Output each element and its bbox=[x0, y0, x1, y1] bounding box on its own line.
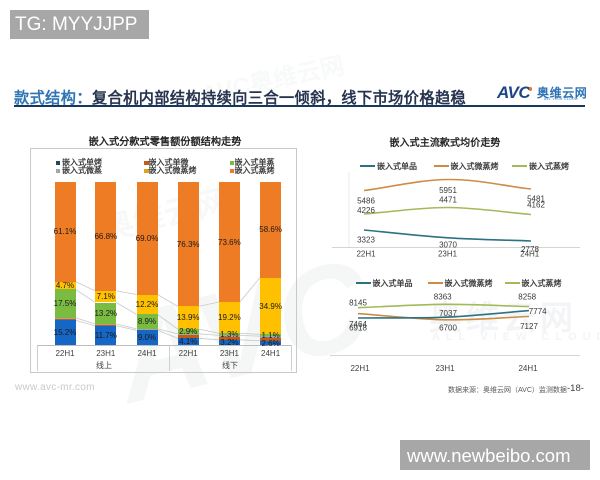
svg-text:8145: 8145 bbox=[349, 299, 367, 308]
svg-text:24H1: 24H1 bbox=[520, 250, 540, 259]
svg-text:7037: 7037 bbox=[439, 309, 457, 318]
svg-text:4162: 4162 bbox=[527, 200, 545, 209]
svg-text:23H1: 23H1 bbox=[438, 250, 458, 259]
svg-text:3070: 3070 bbox=[439, 241, 457, 250]
svg-text:7774: 7774 bbox=[529, 307, 547, 316]
svg-text:6700: 6700 bbox=[439, 323, 457, 332]
svg-text:5481: 5481 bbox=[527, 195, 545, 204]
svg-text:4226: 4226 bbox=[357, 206, 375, 215]
svg-text:2778: 2778 bbox=[521, 245, 539, 254]
svg-text:8363: 8363 bbox=[434, 293, 452, 302]
svg-text:24H1: 24H1 bbox=[518, 364, 538, 373]
svg-text:7464: 7464 bbox=[349, 320, 367, 329]
svg-text:4471: 4471 bbox=[439, 196, 457, 205]
svg-text:23H1: 23H1 bbox=[435, 364, 455, 373]
svg-text:5951: 5951 bbox=[439, 186, 457, 195]
svg-text:5486: 5486 bbox=[357, 196, 375, 205]
svg-text:8258: 8258 bbox=[518, 293, 536, 302]
svg-text:22H1: 22H1 bbox=[356, 250, 376, 259]
svg-text:3323: 3323 bbox=[357, 236, 375, 245]
svg-text:7127: 7127 bbox=[520, 322, 538, 331]
svg-text:22H1: 22H1 bbox=[350, 364, 370, 373]
svg-text:6918: 6918 bbox=[349, 324, 367, 333]
